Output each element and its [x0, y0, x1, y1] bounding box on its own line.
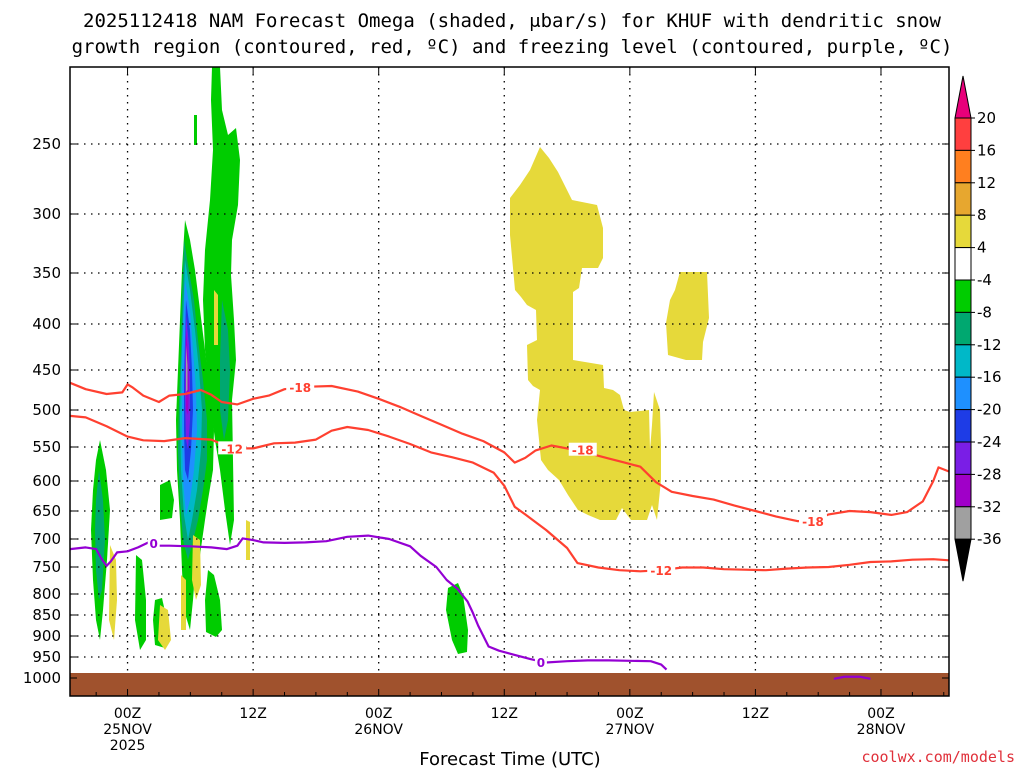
y-tick-label: 850 — [32, 606, 61, 624]
y-tick-label: 800 — [32, 585, 61, 603]
omega-shading — [91, 67, 709, 654]
contour-label-bg — [798, 514, 827, 528]
contour-label: -18 — [289, 381, 311, 395]
contour-lines: -18 -18 -18 -12 -12 0 0 — [70, 379, 949, 680]
ground-surface — [70, 673, 949, 696]
contour-label-bg — [147, 535, 160, 549]
omega-region-yellow-small — [666, 272, 709, 360]
contour-label: -12 — [221, 442, 243, 456]
colorbar-label: -36 — [977, 530, 1002, 548]
contour-label: -18 — [572, 444, 594, 458]
colorbar-segment — [954, 117, 972, 151]
omega-region-green-lowleft — [160, 480, 174, 520]
colorbar-bottom-arrow — [954, 538, 972, 582]
colorbar-segment — [954, 214, 972, 249]
x-tick-label: 00Z — [114, 706, 141, 722]
y-axis: 250 300 350 400 450 500 550 600 650 700 750 800 850 9… — [23, 135, 949, 687]
contour-line-freezing-residual — [833, 675, 871, 680]
contour-label-bg — [218, 441, 247, 455]
colorbar-label: -28 — [977, 465, 1002, 483]
colorbar-label: 12 — [977, 174, 996, 192]
y-tick-label: 650 — [32, 502, 61, 520]
x-tick-label: 12Z — [742, 706, 769, 722]
omega-region-yellow-streak3 — [158, 605, 171, 650]
x-tick-label: 28NOV — [857, 722, 906, 738]
omega-region-yellow-big — [510, 147, 661, 520]
colorbar-label: -32 — [977, 498, 1002, 516]
x-tick-label: 12Z — [491, 706, 518, 722]
colorbar-segment — [954, 441, 972, 475]
omega-region-green-left2 — [135, 555, 146, 650]
omega-region-small-green — [194, 115, 197, 145]
plot-frame — [69, 66, 950, 697]
x-tick-label: 00Z — [365, 706, 392, 722]
colorbar: 20 16 12 8 4 -4 -8 -12 -16 -20 -24 -28 -32 -36 — [954, 75, 1002, 582]
colorbar-label: 4 — [977, 239, 987, 257]
colorbar-label: -16 — [977, 368, 1002, 386]
contour-label-bg — [286, 379, 315, 393]
x-tick-label: 26NOV — [354, 722, 403, 738]
omega-region-yellow-left — [109, 545, 117, 640]
credit-link[interactable]: coolwx.com/models — [861, 748, 1015, 766]
colorbar-label: -12 — [977, 336, 1002, 354]
colorbar-label: -20 — [977, 401, 1002, 419]
colorbar-label: -4 — [977, 271, 992, 289]
colorbar-segment — [954, 279, 972, 313]
omega-region-teal-left — [95, 470, 105, 600]
colorbar-label: 20 — [977, 109, 996, 127]
colorbar-segment — [954, 182, 972, 216]
omega-region-gray — [186, 345, 188, 392]
colorbar-label: -24 — [977, 433, 1002, 451]
colorbar-segment — [954, 247, 972, 281]
x-tick-label: 00Z — [616, 706, 643, 722]
contour-label-bg — [534, 655, 547, 669]
chart-title-line1: 2025112418 NAM Forecast Omega (shaded, μ… — [83, 10, 941, 32]
y-tick-label: 600 — [32, 472, 61, 490]
x-tick-label: 12Z — [239, 706, 266, 722]
colorbar-top-arrow — [954, 75, 972, 119]
colorbar-segment — [954, 311, 972, 346]
y-tick-label: 450 — [32, 361, 61, 379]
colorbar-segment — [954, 473, 972, 508]
omega-region-yellow-streak1 — [214, 290, 218, 345]
y-tick-label: 750 — [32, 558, 61, 576]
y-tick-label: 900 — [32, 627, 61, 645]
chart-title-line2: growth region (contoured, red, ºC) and f… — [72, 36, 953, 58]
colorbar-label: 8 — [977, 206, 987, 224]
y-tick-label: 250 — [32, 135, 61, 153]
colorbar-label: 16 — [977, 141, 996, 159]
x-axis-label: Forecast Time (UTC) — [419, 749, 600, 768]
y-tick-label: 700 — [32, 530, 61, 548]
x-tick-label: 27NOV — [606, 722, 655, 738]
x-tick-label: 00Z — [867, 706, 894, 722]
y-tick-label: 950 — [32, 648, 61, 666]
contour-label-bg — [647, 563, 676, 577]
y-tick-label: 1000 — [23, 669, 61, 687]
omega-region-yellow-streak4 — [181, 575, 186, 630]
omega-region-green-upper — [203, 67, 240, 545]
x-tick-label: 25NOV — [103, 722, 152, 738]
contour-label: 0 — [150, 537, 158, 551]
y-tick-label: 500 — [32, 401, 61, 419]
contour-label: 0 — [537, 656, 545, 670]
colorbar-segment — [954, 344, 972, 378]
y-tick-label: 300 — [32, 205, 61, 223]
contour-label: -12 — [650, 564, 672, 578]
colorbar-segment — [954, 376, 972, 411]
contour-label-bg — [568, 442, 597, 456]
omega-region-green-lowright — [205, 570, 222, 637]
y-tick-label: 550 — [32, 438, 61, 456]
contour-label: -18 — [802, 515, 824, 529]
x-tick-label: 2025 — [110, 738, 146, 754]
colorbar-label: -8 — [977, 303, 992, 321]
y-tick-label: 400 — [32, 315, 61, 333]
y-tick-label: 350 — [32, 264, 61, 282]
colorbar-segment — [954, 149, 972, 184]
colorbar-segment — [954, 506, 972, 540]
colorbar-segment — [954, 409, 972, 443]
